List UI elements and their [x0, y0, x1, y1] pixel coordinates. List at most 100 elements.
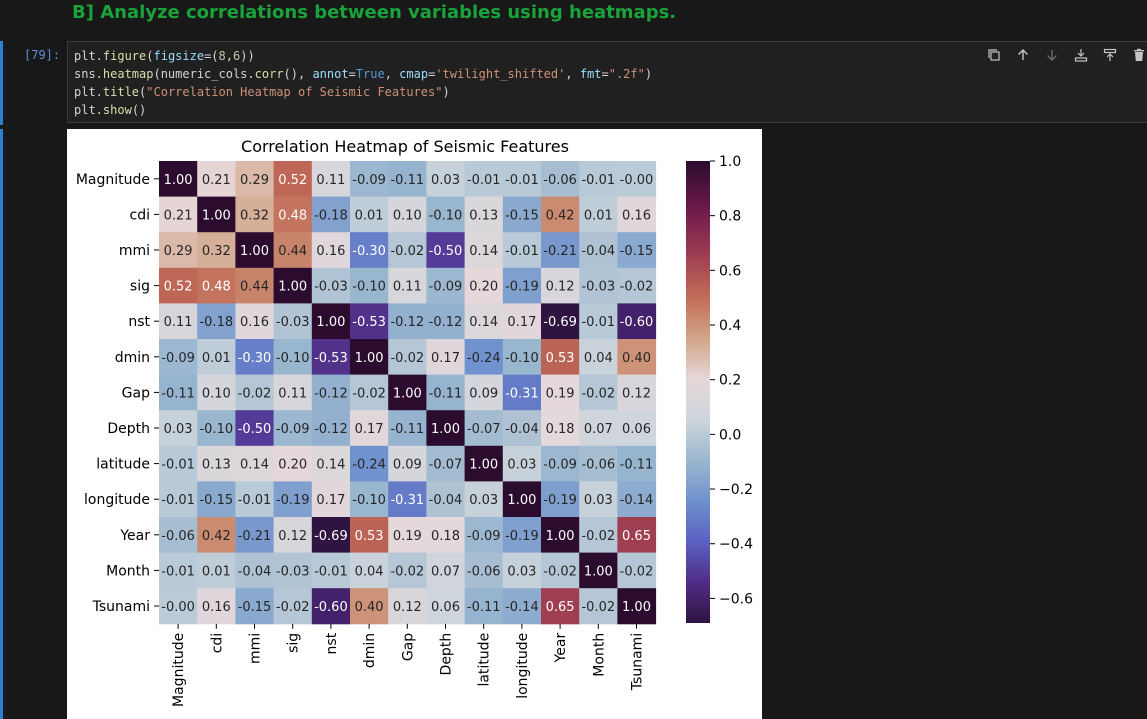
colorbar-tick-label-3: 0.4 — [719, 318, 741, 334]
heatmap-cell-1-5 — [350, 196, 389, 233]
heatmap-annotation-7-0: 0.03 — [164, 422, 193, 437]
heatmap-annotation-11-0: -0.01 — [161, 564, 195, 579]
heatmap-annotation-8-7: -0.07 — [429, 458, 463, 473]
heatmap-cell-8-0 — [159, 445, 198, 482]
heatmap-annotation-2-8: 0.14 — [469, 244, 498, 259]
heatmap-annotation-9-11: 0.03 — [584, 493, 613, 508]
heatmap-cell-7-9 — [502, 410, 542, 447]
heatmap-cell-0-4 — [311, 161, 351, 198]
heatmap-annotation-4-7: -0.12 — [429, 315, 463, 330]
heatmap-annotation-7-11: 0.07 — [584, 422, 613, 437]
copy-icon[interactable] — [984, 46, 1004, 64]
heatmap-annotation-6-11: -0.02 — [581, 386, 615, 401]
heatmap-cell-4-4 — [311, 303, 351, 340]
heatmap-cell-5-1 — [197, 339, 236, 376]
markdown-heading: B] Analyze correlations between variable… — [72, 2, 677, 23]
heatmap-cell-6-7 — [426, 374, 466, 411]
heatmap-cell-1-4 — [311, 196, 351, 233]
heatmap-cell-10-0 — [159, 517, 198, 554]
heatmap-cell-4-7 — [426, 303, 466, 340]
heatmap-annotation-10-3: 0.12 — [278, 529, 307, 544]
heatmap-annotation-10-0: -0.06 — [161, 529, 195, 544]
heatmap-annotation-4-10: -0.69 — [543, 315, 577, 330]
heatmap-annotation-1-8: 0.13 — [469, 208, 498, 223]
heatmap-annotation-3-3: 1.00 — [278, 280, 307, 295]
colorbar-tick-label-5: 0.0 — [719, 427, 741, 443]
heatmap-cell-8-4 — [311, 445, 351, 482]
y-tick-label-5: dmin — [115, 350, 150, 366]
heatmap-annotation-11-6: -0.02 — [390, 564, 424, 579]
heatmap-cell-7-12 — [617, 410, 657, 447]
heatmap-cell-5-9 — [502, 339, 542, 376]
output-active-bar — [0, 129, 3, 719]
heatmap-annotation-2-10: -0.21 — [543, 244, 577, 259]
heatmap-annotation-8-10: -0.09 — [543, 458, 577, 473]
heatmap-cell-11-1 — [197, 552, 236, 589]
insert-below-icon[interactable] — [1071, 46, 1091, 64]
heatmap-cell-11-9 — [502, 552, 542, 589]
heatmap-annotation-0-3: 0.52 — [278, 173, 307, 188]
heatmap-cell-11-4 — [311, 552, 351, 589]
heatmap-annotation-5-3: -0.10 — [276, 351, 310, 366]
heatmap-cell-4-6 — [388, 303, 427, 340]
heatmap-cell-5-0 — [159, 339, 198, 376]
heatmap-cell-8-8 — [464, 445, 504, 482]
heatmap-annotation-6-5: -0.02 — [352, 386, 386, 401]
heatmap-cell-0-12 — [617, 161, 657, 198]
code-editor[interactable]: plt.figure(figsize=(8,6)) sns.heatmap(nu… — [74, 47, 652, 119]
heatmap-annotation-0-5: -0.09 — [352, 173, 386, 188]
arrow-down-icon[interactable] — [1042, 46, 1062, 64]
colorbar-tick-label-7: −0.4 — [719, 537, 753, 553]
heatmap-cell-9-11 — [579, 481, 618, 518]
heatmap-annotation-11-10: -0.02 — [543, 564, 577, 579]
execution-count: [79]: — [24, 48, 61, 62]
code-cell[interactable]: plt.figure(figsize=(8,6)) sns.heatmap(nu… — [67, 41, 1147, 123]
heatmap-cell-2-10 — [541, 232, 580, 269]
heatmap-cell-9-5 — [350, 481, 389, 518]
y-tick-label-0: Magnitude — [76, 172, 150, 188]
heatmap-cell-2-9 — [502, 232, 542, 269]
heatmap-annotation-4-3: -0.03 — [276, 315, 310, 330]
heatmap-annotation-4-8: 0.14 — [469, 315, 498, 330]
heatmap-annotation-9-6: -0.31 — [390, 493, 424, 508]
heatmap-cell-7-0 — [159, 410, 198, 447]
heatmap-annotation-5-10: 0.53 — [546, 351, 575, 366]
heatmap-annotation-7-7: 1.00 — [431, 422, 460, 437]
heatmap-annotation-9-12: -0.14 — [620, 493, 654, 508]
heatmap-cell-4-11 — [579, 303, 618, 340]
heatmap-annotation-6-6: 1.00 — [393, 386, 422, 401]
code-line-3: plt.title("Correlation Heatmap of Seismi… — [74, 85, 450, 99]
heatmap-annotation-11-11: 1.00 — [584, 564, 613, 579]
heatmap-cell-9-8 — [464, 481, 504, 518]
heatmap-cell-12-8 — [464, 588, 504, 625]
heatmap-annotation-3-0: 0.52 — [164, 280, 193, 295]
heatmap-annotation-2-7: -0.50 — [429, 244, 463, 259]
heatmap-annotation-1-4: -0.18 — [314, 208, 348, 223]
heatmap-annotation-5-4: -0.53 — [314, 351, 348, 366]
colorbar-tick-label-2: 0.6 — [719, 263, 741, 279]
heatmap-annotation-12-0: -0.00 — [161, 600, 195, 615]
heatmap-cell-11-6 — [388, 552, 427, 589]
split-cell-icon[interactable] — [1100, 46, 1120, 64]
heatmap-cell-7-10 — [541, 410, 580, 447]
heatmap-annotation-10-7: 0.18 — [431, 529, 460, 544]
heatmap-cell-5-3 — [273, 339, 313, 376]
arrow-up-icon[interactable] — [1013, 46, 1033, 64]
heatmap-cell-3-11 — [579, 267, 618, 304]
heatmap-annotation-12-1: 0.16 — [202, 600, 231, 615]
heatmap-annotation-11-4: -0.01 — [314, 564, 348, 579]
heatmap-annotation-8-1: 0.13 — [202, 458, 231, 473]
x-tick-label-7: Depth — [439, 633, 455, 676]
heatmap-cell-6-6 — [388, 374, 427, 411]
heatmap-cell-4-0 — [159, 303, 198, 340]
heatmap-cell-6-5 — [350, 374, 389, 411]
trash-icon[interactable] — [1129, 46, 1147, 64]
heatmap-cell-5-2 — [235, 339, 275, 376]
code-line-2: sns.heatmap(numeric_cols.corr(), annot=T… — [74, 67, 653, 81]
heatmap-cell-4-1 — [197, 303, 236, 340]
heatmap-cell-1-0 — [159, 196, 198, 233]
heatmap-annotation-1-9: -0.15 — [505, 208, 539, 223]
heatmap-annotation-3-7: -0.09 — [429, 280, 463, 295]
heatmap-cell-2-11 — [579, 232, 618, 269]
heatmap-annotation-10-12: 0.65 — [622, 529, 651, 544]
